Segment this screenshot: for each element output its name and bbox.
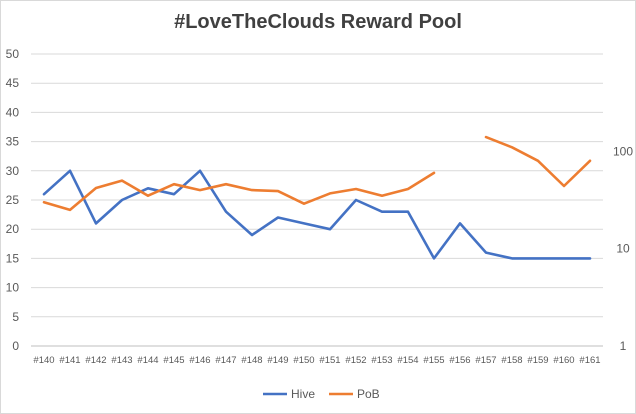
y-left-tick-label: 15 — [6, 251, 20, 265]
x-axis-ticks: #140 #141 #142 #143 #144 #145 #146 #147 #148 #149… — [33, 355, 600, 366]
x-tick-label: #161 — [579, 355, 600, 366]
y-right-tick-label: 1 — [620, 339, 627, 353]
series-lines — [42, 135, 592, 260]
x-tick-label: #149 — [267, 355, 288, 366]
series-line-pob — [484, 135, 592, 188]
x-tick-label: #143 — [111, 355, 132, 366]
chart-title: #LoveTheClouds Reward Pool — [174, 11, 462, 33]
x-tick-label: #153 — [371, 355, 392, 366]
y-left-tick-label: 25 — [6, 193, 20, 207]
y-left-tick-label: 10 — [6, 281, 20, 295]
x-tick-label: #152 — [345, 355, 366, 366]
gridlines — [31, 53, 603, 347]
x-tick-label: #151 — [319, 355, 340, 366]
x-tick-label: #160 — [553, 355, 574, 366]
y-left-tick-label: 50 — [6, 47, 20, 61]
x-tick-label: #140 — [33, 355, 54, 366]
x-tick-label: #154 — [397, 355, 418, 366]
y-left-tick-label: 30 — [6, 164, 20, 178]
x-tick-label: #146 — [189, 355, 210, 366]
y-left-tick-label: 5 — [12, 310, 19, 324]
series-line-pob — [42, 171, 436, 212]
x-tick-label: #158 — [501, 355, 522, 366]
y-left-tick-label: 45 — [6, 76, 20, 90]
x-tick-label: #155 — [423, 355, 444, 366]
x-tick-label: #144 — [137, 355, 158, 366]
y-right-tick-label: 100 — [613, 144, 633, 158]
y-axis-left-ticks: 0 5 10 15 20 25 30 35 40 45 50 — [6, 47, 20, 353]
x-tick-label: #157 — [475, 355, 496, 366]
y-left-tick-label: 35 — [6, 135, 20, 149]
legend-label-pob: PoB — [357, 387, 380, 401]
x-tick-label: #142 — [85, 355, 106, 366]
x-tick-label: #148 — [241, 355, 262, 366]
x-tick-label: #150 — [293, 355, 314, 366]
series-line-hive — [42, 169, 592, 260]
x-tick-label: #147 — [215, 355, 236, 366]
legend: Hive PoB — [263, 387, 380, 401]
y-left-tick-label: 40 — [6, 105, 20, 119]
x-tick-label: #141 — [59, 355, 80, 366]
x-tick-label: #145 — [163, 355, 184, 366]
y-left-tick-label: 0 — [12, 339, 19, 353]
y-right-tick-label: 10 — [616, 242, 630, 256]
x-tick-label: #159 — [527, 355, 548, 366]
y-left-tick-label: 20 — [6, 222, 20, 236]
x-tick-label: #156 — [449, 355, 470, 366]
y-axis-right-ticks: 1 10 100 — [613, 144, 633, 353]
legend-label-hive: Hive — [291, 387, 315, 401]
